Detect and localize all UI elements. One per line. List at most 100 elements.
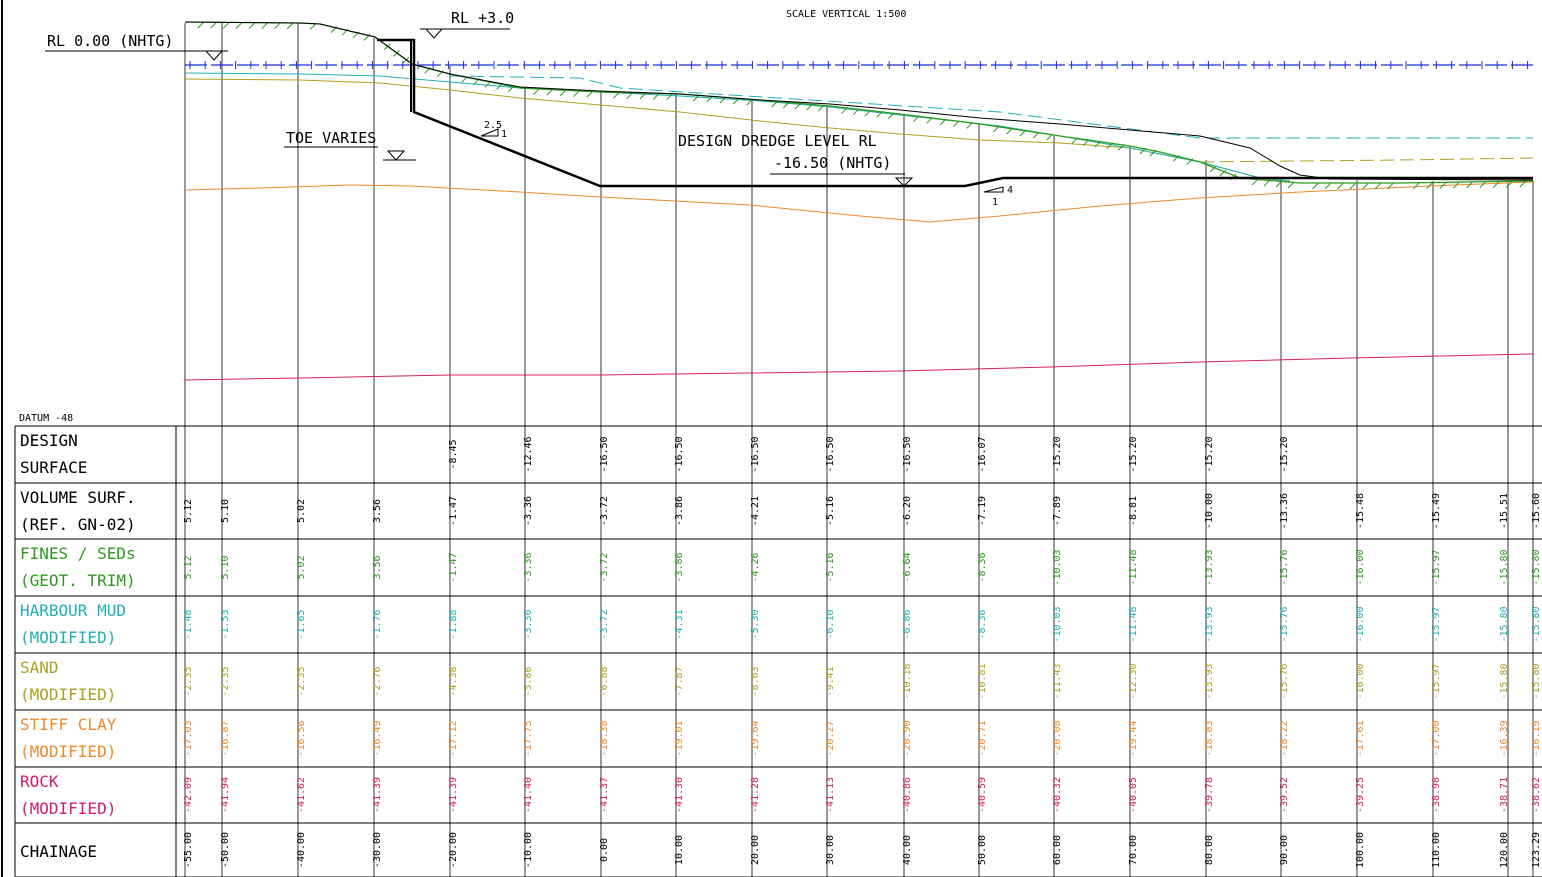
cell-value: -41.30 [674, 777, 685, 813]
cell-value: -16.50 [599, 436, 610, 472]
cell-value: -55.00 [183, 832, 194, 868]
cell-value: -41.28 [750, 777, 761, 813]
cell-value: -1.88 [448, 609, 459, 639]
cell-value: 5.12 [183, 499, 194, 523]
cell-value: 60.00 [1052, 835, 1063, 865]
cell-value: -2.35 [296, 666, 307, 696]
cell-value: -15.97 [1431, 663, 1442, 699]
cell-value: 80.00 [1204, 835, 1215, 865]
cell-value: -4.26 [750, 552, 761, 582]
cell-value: -1.47 [448, 552, 459, 582]
cell-value: -19.64 [750, 720, 761, 756]
cell-value: -3.72 [599, 496, 610, 526]
cell-value: 120.00 [1499, 832, 1510, 868]
cell-value: -11.43 [1052, 663, 1063, 699]
cell-value: -6.88 [599, 666, 610, 696]
cell-value: -38.71 [1499, 777, 1510, 813]
cell-value: -15.76 [1279, 606, 1290, 642]
cell-value: 110.00 [1431, 832, 1442, 868]
toe-marker: TOE VARIES [284, 129, 416, 161]
row-label: VOLUME SURF. [20, 488, 136, 507]
cell-value: -20.90 [902, 720, 913, 756]
cell-value: 0.00 [599, 838, 610, 862]
rl-zero-marker: RL 0.00 (NHTG) [45, 32, 228, 61]
cell-value: 5.12 [183, 555, 194, 579]
cell-value: 3.56 [372, 499, 383, 523]
cell-value: -15.76 [1279, 549, 1290, 585]
cell-value: -7.89 [1052, 496, 1063, 526]
cell-value: -7.19 [977, 496, 988, 526]
cell-value: -17.75 [523, 720, 534, 756]
cell-value: -20.00 [448, 832, 459, 868]
table-row-rock: ROCK (MODIFIED) -42.09 -41.94 -41.62 -41.39 -4… [20, 772, 1542, 818]
cell-value: 30.00 [825, 835, 836, 865]
cell-value: -12.30 [1128, 663, 1139, 699]
slope-indicator-2: 4 1 [983, 185, 1013, 208]
cell-value: -16.00 [1355, 606, 1366, 642]
cell-value: -39.25 [1355, 777, 1366, 813]
table-row-sand: SAND (MODIFIED) -2.35 -2.35 -2.35 -2.76 -4.38 -… [20, 658, 1542, 704]
cell-value: -5.30 [750, 609, 761, 639]
cell-value: -39.78 [1204, 777, 1215, 813]
scale-label: SCALE VERTICAL 1:500 [786, 9, 906, 20]
volume-surface-line [184, 21, 1534, 181]
cell-value: -18.83 [1204, 720, 1215, 756]
cell-value: -3.36 [523, 609, 534, 639]
row-sublabel: (MODIFIED) [20, 799, 116, 818]
table-row-design: DESIGN SURFACE -8.45 -12.46 -16.50 -16.50 -16.… [20, 431, 1290, 477]
cell-value: -2.35 [220, 666, 231, 696]
cell-value: 40.00 [902, 835, 913, 865]
cell-value: 70.00 [1128, 835, 1139, 865]
dredge-label-2: -16.50 (NHTG) [774, 154, 891, 172]
station-lines [184, 23, 1534, 877]
cell-value: -10.03 [1052, 606, 1063, 642]
cell-value: -16.50 [825, 436, 836, 472]
cell-value: -20.27 [825, 720, 836, 756]
cell-value: -41.39 [372, 777, 383, 813]
cell-value: -40.86 [902, 777, 913, 813]
cell-value: -16.49 [372, 720, 383, 756]
cell-value: -16.50 [902, 436, 913, 472]
cell-value: -40.05 [1128, 777, 1139, 813]
cell-value: -15.51 [1499, 493, 1510, 529]
row-sublabel: (REF. GN-02) [20, 515, 136, 534]
cell-value: -1.76 [372, 609, 383, 639]
slope-indicator-1: 2.5 1 [480, 120, 507, 140]
cell-value: -16.56 [296, 720, 307, 756]
cell-value: -20.08 [1052, 720, 1063, 756]
cell-value: -5.16 [825, 552, 836, 582]
cell-value: -15.76 [1279, 663, 1290, 699]
rl-zero-label: RL 0.00 (NHTG) [47, 32, 173, 50]
cell-value: -13.36 [1279, 493, 1290, 529]
table-row-volume: VOLUME SURF. (REF. GN-02) 5.12 5.10 5.02 3.56… [20, 488, 1542, 534]
cell-value: -41.40 [523, 777, 534, 813]
cell-value: -3.36 [523, 496, 534, 526]
cell-value: -10.18 [902, 663, 913, 699]
table-row-clay: STIFF CLAY (MODIFIED) -17.03 -16.87 -16.56 -1… [20, 715, 1542, 761]
row-sublabel: SURFACE [20, 458, 87, 477]
cell-value: 5.02 [296, 499, 307, 523]
cell-value: -40.00 [296, 832, 307, 868]
cell-value: -15.20 [1052, 436, 1063, 472]
cell-value: -41.94 [220, 777, 231, 813]
cell-value: -17.61 [1355, 720, 1366, 756]
cell-value: -15.97 [1431, 606, 1442, 642]
cell-value: -7.87 [674, 666, 685, 696]
cell-value: 5.10 [220, 499, 231, 523]
dredge-label-1: DESIGN DREDGE LEVEL RL [678, 132, 877, 150]
row-sublabel: (MODIFIED) [20, 628, 116, 647]
cell-value: -3.72 [599, 552, 610, 582]
cell-value: 20.00 [750, 835, 761, 865]
cell-value: -15.20 [1128, 436, 1139, 472]
cell-value: -41.39 [448, 777, 459, 813]
datum-label: DATUM -48 [19, 413, 73, 424]
cell-value: -11.48 [1128, 606, 1139, 642]
cell-value: -19.44 [1128, 720, 1139, 756]
cell-value: -16.87 [220, 720, 231, 756]
rl-top-label: RL +3.0 [451, 9, 514, 27]
cell-value: -16.50 [750, 436, 761, 472]
cell-value: -3.86 [674, 552, 685, 582]
cell-value: -17.03 [183, 720, 194, 756]
cell-value: -15.80 [1499, 549, 1510, 585]
cell-value: -15.80 [1531, 606, 1542, 642]
